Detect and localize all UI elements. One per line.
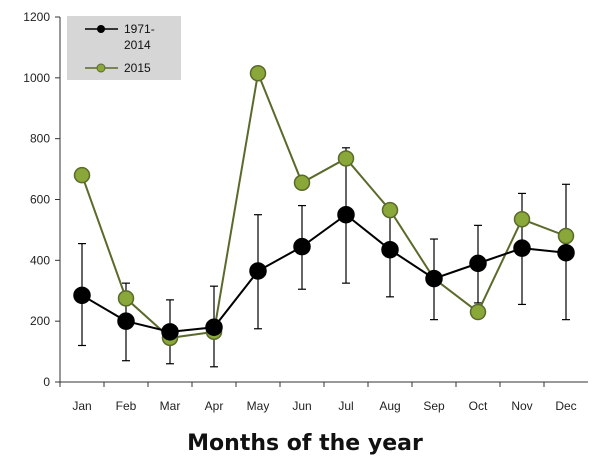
x-tick-label: Aug	[379, 399, 400, 413]
x-tick-label: Jul	[338, 399, 353, 413]
x-tick-label: Mar	[160, 399, 181, 413]
y-tick-label: 1200	[23, 10, 50, 24]
series-points	[73, 65, 575, 347]
data-point-series-2	[469, 303, 487, 321]
legend-label-series-1: 1971- 2014	[124, 22, 158, 52]
data-point-series-2	[513, 211, 531, 228]
data-point-series-2	[381, 201, 399, 219]
data-point-series-1	[293, 237, 311, 256]
x-tick-label: Apr	[205, 399, 224, 413]
data-point-series-1	[249, 262, 267, 280]
y-tick-labels: 0 200 400 600 800 1000 1200	[23, 10, 50, 389]
data-point-series-1	[469, 254, 487, 273]
data-point-series-1	[73, 286, 91, 305]
data-point-series-1	[557, 243, 575, 262]
data-point-series-2	[293, 174, 311, 192]
x-tick-labels: Jan Feb Mar Apr May Jun Jul Aug Sep Oct Nov Dec	[72, 399, 576, 413]
data-point-series-1	[205, 318, 223, 336]
x-tick-label: May	[247, 399, 270, 413]
axes	[55, 16, 588, 387]
legend-box	[67, 16, 181, 80]
x-axis-title: Months of the year	[187, 431, 423, 456]
data-point-series-1	[381, 240, 399, 259]
data-point-series-1	[425, 269, 443, 288]
x-tick-label: Nov	[511, 399, 532, 413]
series-line-1	[81, 213, 567, 333]
data-point-series-2	[117, 290, 135, 307]
x-tick-label: Oct	[469, 399, 488, 413]
y-tick-label: 0	[43, 375, 50, 389]
x-tick-label: Jan	[72, 399, 91, 413]
x-tick-label: Dec	[555, 399, 576, 413]
x-tick-label: Feb	[116, 399, 137, 413]
data-point-series-2	[337, 150, 355, 167]
data-point-series-1	[117, 312, 135, 330]
data-point-series-1	[161, 323, 179, 341]
data-point-series-2	[249, 65, 267, 82]
legend-label-series-2: 2015	[124, 61, 151, 75]
y-tick-label: 200	[30, 314, 50, 328]
y-tick-label: 800	[30, 132, 50, 146]
series-line-2	[81, 69, 567, 339]
y-tick-label: 1000	[23, 71, 50, 85]
data-point-series-2	[73, 166, 91, 184]
y-tick-label: 400	[30, 253, 50, 267]
data-point-series-1	[513, 239, 531, 257]
data-point-series-2	[557, 227, 575, 245]
legend-marker-series-2	[96, 63, 106, 73]
x-tick-label: Sep	[423, 399, 445, 413]
legend-marker-series-1	[97, 25, 105, 33]
series-lines	[81, 69, 567, 339]
legend: 1971- 2014 2015	[67, 16, 181, 80]
data-point-series-1	[337, 205, 355, 224]
x-tick-label: Jun	[292, 399, 311, 413]
y-tick-label: 600	[30, 193, 50, 207]
